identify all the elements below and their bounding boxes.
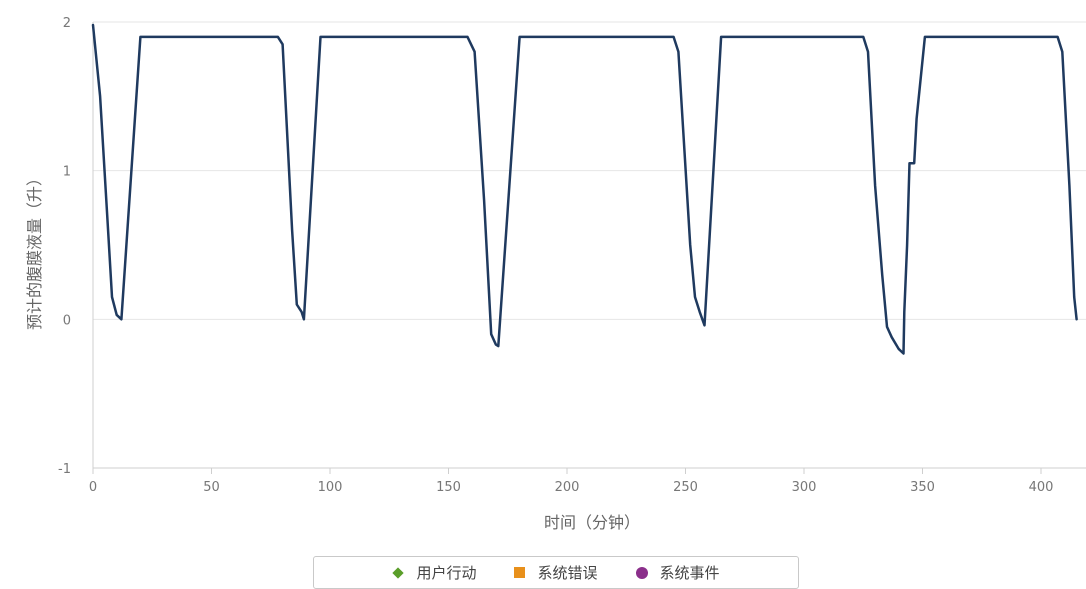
legend-item-user-action[interactable]: 用户行动 [392, 562, 476, 583]
x-tick-label: 50 [203, 480, 220, 495]
orange-square-icon [514, 567, 526, 578]
green-diamond-icon [392, 566, 405, 579]
legend-label: 系统事件 [659, 564, 720, 582]
legend-label: 用户行动 [416, 564, 477, 582]
legend-label: 系统错误 [537, 564, 598, 582]
y-tick-label: 2 [63, 16, 71, 31]
legend-item-system-error[interactable]: 系统错误 [514, 562, 598, 583]
x-axis-title: 时间（分钟） [544, 513, 640, 532]
axis-layer [92, 22, 1086, 474]
y-tick-label: -1 [58, 462, 71, 477]
grid-layer [93, 21, 1086, 320]
x-tick-label: 300 [792, 480, 817, 495]
x-tick-label: 0 [89, 480, 97, 495]
x-tick-label: 250 [673, 480, 698, 495]
x-tick-label: 400 [1029, 480, 1054, 495]
purple-circle-icon [635, 566, 648, 579]
x-tick-label: 200 [555, 480, 580, 495]
tick-labels: -1 0 1 2 0 50 100 150 200 250 300 350 400 [58, 16, 1053, 495]
legend-item-system-event[interactable]: 系统事件 [635, 562, 720, 583]
series-line-0 [91, 23, 1078, 355]
x-tick-label: 100 [318, 480, 343, 495]
series-layer [91, 23, 1078, 355]
y-tick-label: 1 [63, 165, 71, 180]
chart-legend: 用户行动 系统错误 系统事件 [313, 556, 799, 589]
y-tick-label: 0 [63, 313, 71, 328]
x-tick-label: 350 [910, 480, 935, 495]
y-axis-title: 预计的腹膜液量（升） [25, 170, 44, 330]
x-tick-label: 150 [436, 480, 461, 495]
